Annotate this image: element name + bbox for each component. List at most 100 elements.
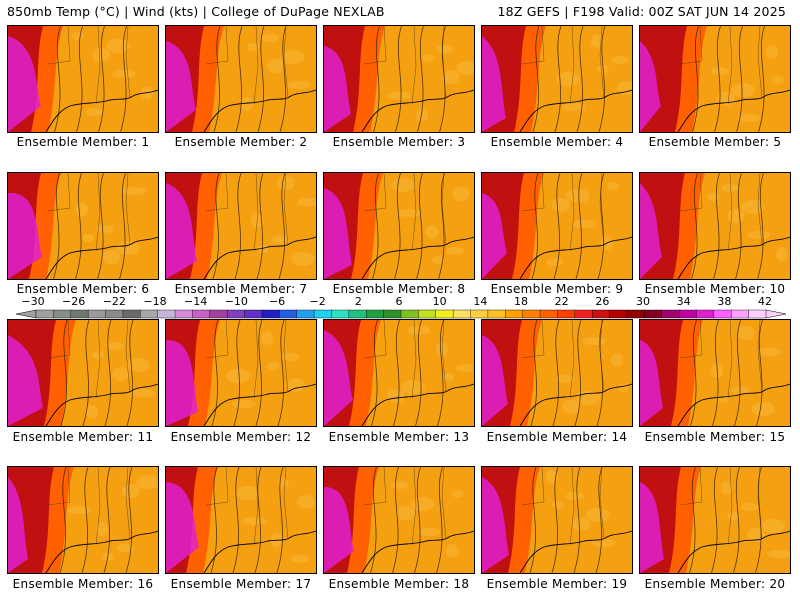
ensemble-map-panel	[7, 466, 159, 574]
ensemble-member-label: Ensemble Member: 18	[328, 577, 470, 591]
colorbar-tick-label: 22	[554, 295, 569, 308]
colorbar-bin	[574, 309, 593, 319]
ensemble-map-panel	[165, 466, 317, 574]
ensemble-member-label: Ensemble Member: 12	[170, 430, 312, 444]
colorbar-min-arrow	[15, 309, 37, 319]
ensemble-map-panel	[481, 466, 633, 574]
colorbar-bin	[122, 309, 141, 319]
colorbar-tick-label: 10	[432, 295, 447, 308]
colorbar-bin	[505, 309, 524, 319]
ensemble-map-panel	[323, 25, 475, 133]
colorbar-bin	[192, 309, 211, 319]
colorbar-tick-label: −10	[224, 295, 248, 308]
colorbar-bin	[70, 309, 89, 319]
colorbar-bin	[591, 309, 611, 319]
colorbar-bin	[487, 309, 506, 319]
ensemble-map-panel	[639, 172, 791, 280]
colorbar-bin	[626, 309, 645, 319]
colorbar-bin	[331, 309, 350, 319]
colorbar-tick-label: −14	[184, 295, 208, 308]
colorbar-tick-label: 14	[473, 295, 488, 308]
ensemble-member-label: Ensemble Member: 16	[12, 577, 154, 591]
ensemble-member-label: Ensemble Member: 11	[12, 430, 154, 444]
colorbar-bin	[522, 309, 541, 319]
colorbar-bin	[644, 309, 663, 319]
colorbar-bin	[678, 309, 697, 319]
colorbar-bin	[748, 309, 767, 319]
colorbar-bin	[731, 309, 750, 319]
ensemble-member-label: Ensemble Member: 19	[486, 577, 628, 591]
colorbar-tick-label: −6	[268, 295, 286, 308]
colorbar-bin	[157, 309, 176, 319]
colorbar-tick-label: 42	[758, 295, 772, 308]
ensemble-map-panel	[165, 25, 317, 133]
colorbar-bin	[661, 309, 680, 319]
ensemble-member-label: Ensemble Member: 10	[644, 282, 786, 296]
colorbar-bin	[470, 309, 489, 319]
colorbar-bin	[435, 309, 454, 319]
colorbar-bin	[313, 309, 332, 319]
colorbar-bin	[452, 309, 472, 319]
colorbar-tick-label: 26	[595, 295, 610, 308]
colorbar-bin	[226, 309, 246, 319]
colorbar-bin	[383, 309, 402, 319]
ensemble-map-panel	[323, 466, 475, 574]
ensemble-map-panel	[7, 319, 159, 427]
ensemble-member-label: Ensemble Member: 9	[490, 282, 624, 296]
colorbar-bin	[174, 309, 193, 319]
colorbar-bin	[244, 309, 263, 319]
ensemble-member-label: Ensemble Member: 20	[644, 577, 786, 591]
ensemble-member-label: Ensemble Member: 3	[332, 135, 466, 149]
colorbar-bin	[296, 309, 315, 319]
colorbar-tick-label: −2	[309, 295, 326, 308]
ensemble-member-label: Ensemble Member: 1	[16, 135, 150, 149]
ensemble-map-panel	[7, 25, 159, 133]
ensemble-map-panel	[481, 25, 633, 133]
colorbar-tick-label: −18	[143, 295, 167, 308]
ensemble-member-label: Ensemble Member: 13	[328, 430, 470, 444]
colorbar-labels: −30 −26 −22 −18 −14 −10 −6 −2 2 6 10 14 18 22 26 30 34 38…	[0, 296, 800, 308]
ensemble-member-label: Ensemble Member: 15	[644, 430, 786, 444]
ensemble-map-panel	[165, 172, 317, 280]
colorbar-bin	[53, 309, 72, 319]
ensemble-map-panel	[639, 319, 791, 427]
ensemble-map-panel	[165, 319, 317, 427]
colorbar-bin	[279, 309, 298, 319]
colorbar-tick-label: 2	[354, 295, 362, 308]
colorbar-tick-label: −30	[21, 295, 45, 308]
colorbar-bin	[713, 309, 732, 319]
colorbar-bin	[400, 309, 419, 319]
colorbar-bin	[609, 309, 628, 319]
ensemble-member-label: Ensemble Member: 8	[332, 282, 466, 296]
colorbar-bin	[696, 309, 715, 319]
ensemble-map-panel	[7, 172, 159, 280]
ensemble-member-label: Ensemble Member: 7	[174, 282, 308, 296]
colorbar-bin	[140, 309, 159, 319]
ensemble-member-label: Ensemble Member: 5	[648, 135, 782, 149]
ensemble-map-panel	[639, 466, 791, 574]
colorbar-tick-label: 18	[514, 295, 528, 308]
ensemble-member-label: Ensemble Member: 2	[174, 135, 308, 149]
colorbar-tick-label: −26	[62, 295, 86, 308]
ensemble-map-panel	[481, 172, 633, 280]
colorbar-bin	[418, 309, 437, 319]
map-title: 850mb Temp (°C) | Wind (kts) | College o…	[7, 4, 385, 19]
colorbar-bin	[557, 309, 576, 319]
ensemble-map-panel	[323, 172, 475, 280]
ensemble-member-label: Ensemble Member: 6	[16, 282, 150, 296]
colorbar-bin	[105, 309, 124, 319]
ensemble-member-label: Ensemble Member: 4	[490, 135, 624, 149]
colorbar-tick-label: 6	[395, 295, 403, 308]
colorbar-tick-label: −22	[102, 295, 126, 308]
colorbar-bin	[261, 309, 280, 319]
colorbar-bin	[348, 309, 367, 319]
ensemble-member-label: Ensemble Member: 17	[170, 577, 312, 591]
colorbar-bin	[35, 309, 54, 319]
colorbar-max-arrow	[765, 309, 787, 319]
colorbar-bin	[366, 309, 385, 319]
valid-time: 18Z GEFS | F198 Valid: 00Z SAT JUN 14 20…	[497, 4, 786, 19]
ensemble-map-panel	[639, 25, 791, 133]
colorbar-bin	[539, 309, 558, 319]
colorbar-tick-label: 34	[676, 295, 691, 308]
colorbar-bin	[209, 309, 228, 319]
